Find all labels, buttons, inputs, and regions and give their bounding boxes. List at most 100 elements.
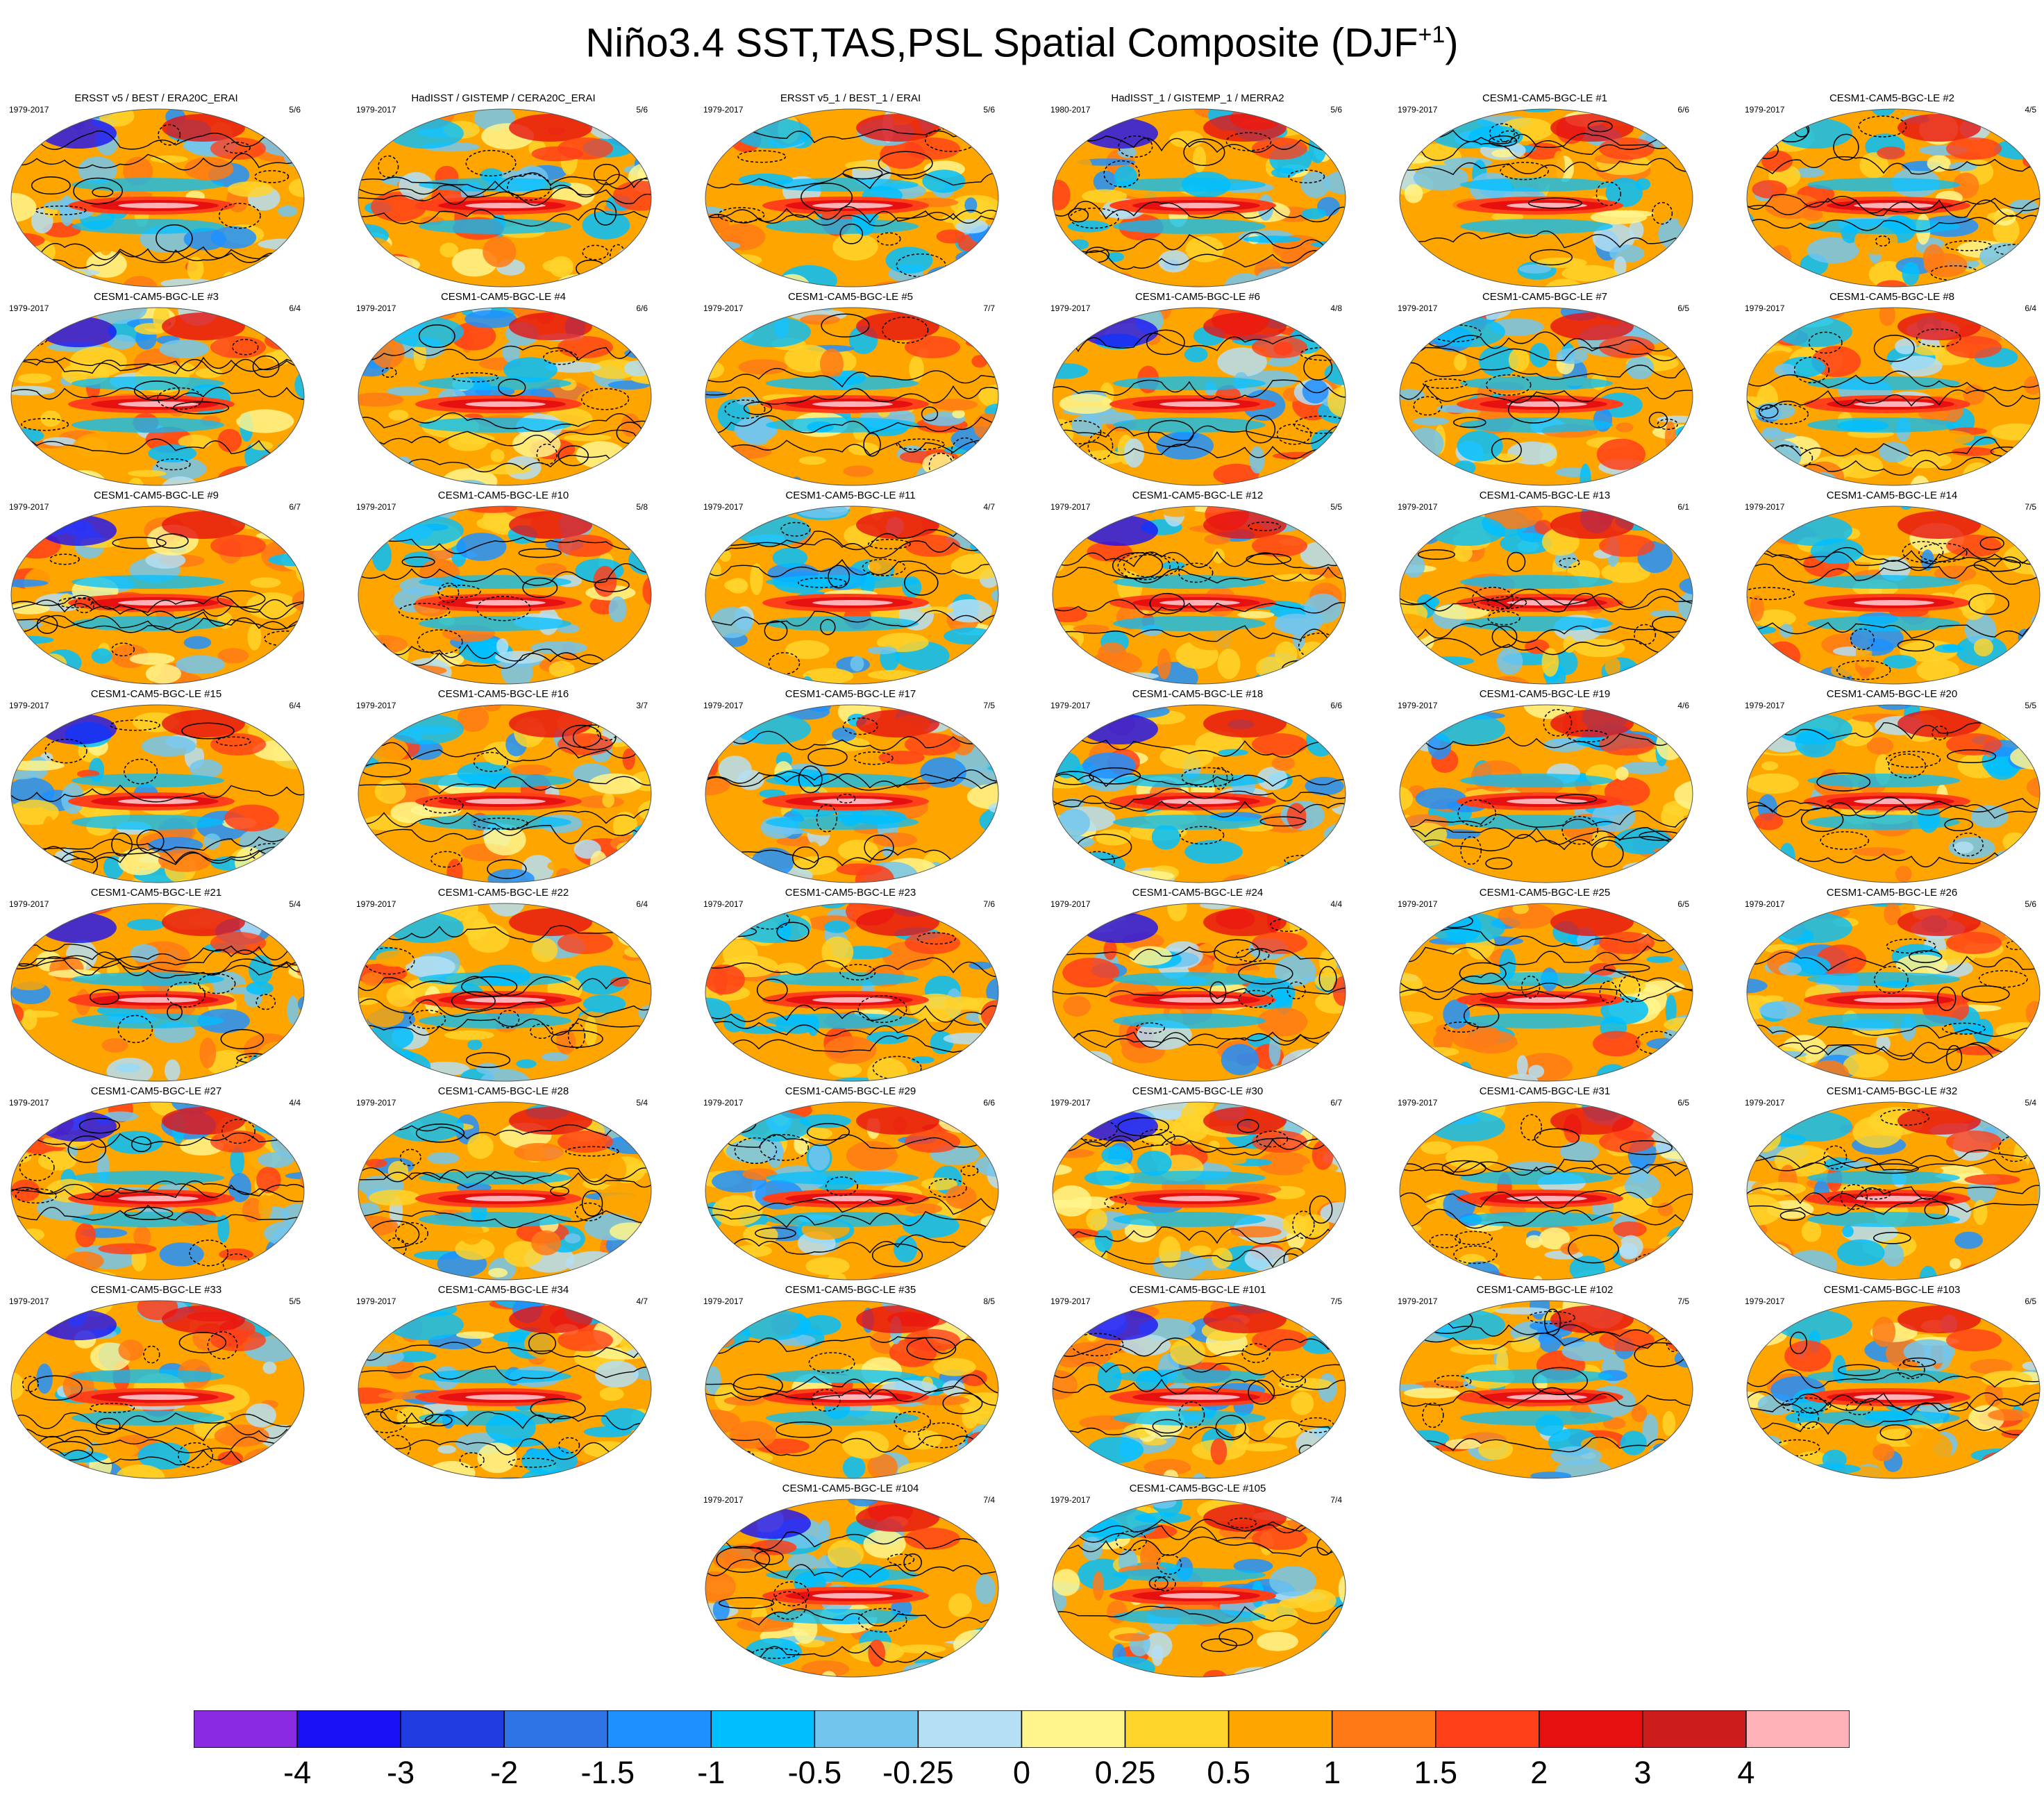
composite-map (1398, 1299, 1695, 1480)
panel-years: 1979-2017 (1745, 104, 1784, 115)
colorbar-swatch (504, 1710, 608, 1748)
composite-map (9, 107, 306, 289)
panel-years: 1979-2017 (1398, 1296, 1437, 1307)
panel-years: 1979-2017 (356, 1296, 396, 1307)
panel-event-count: 5/6 (2025, 899, 2036, 910)
panel-event-count: 8/5 (983, 1296, 995, 1307)
panel-event-count: 6/5 (1677, 1097, 1689, 1108)
panel-years: 1979-2017 (9, 899, 49, 910)
composite-map (1050, 504, 1348, 686)
colorbar (194, 1710, 1850, 1748)
panel-years: 1980-2017 (1050, 104, 1090, 115)
panel-years: 1979-2017 (1745, 1296, 1784, 1307)
panel-title: CESM1-CAM5-BGC-LE #29 (698, 1085, 1003, 1099)
panel-title: CESM1-CAM5-BGC-LE #23 (698, 886, 1003, 900)
panel-years: 1979-2017 (1745, 303, 1784, 314)
composite-map (703, 901, 1000, 1083)
panel-title: CESM1-CAM5-BGC-LE #26 (1739, 886, 2044, 900)
panel-title: ERSST v5_1 / BEST_1 / ERAI (698, 92, 1003, 106)
composite-map (1398, 901, 1695, 1083)
panel-title: HadISST_1 / GISTEMP_1 / MERRA2 (1045, 92, 1350, 106)
composite-map (1745, 703, 2042, 885)
panel-event-count: 5/6 (636, 104, 648, 115)
panel-years: 1979-2017 (9, 1097, 49, 1108)
panel-event-count: 6/5 (1677, 899, 1689, 910)
panel-title: CESM1-CAM5-BGC-LE #25 (1392, 886, 1698, 900)
panel-event-count: 6/1 (1677, 501, 1689, 512)
panel-event-count: 5/5 (289, 1296, 301, 1307)
composite-map (703, 1497, 1000, 1679)
panel-title: CESM1-CAM5-BGC-LE #102 (1392, 1283, 1698, 1297)
panel-title: CESM1-CAM5-BGC-LE #11 (698, 489, 1003, 503)
figure-title: Niño3.4 SST,TAS,PSL Spatial Composite (D… (0, 6, 2044, 72)
composite-map (356, 107, 653, 289)
panel-event-count: 5/8 (636, 501, 648, 512)
panel-years: 1979-2017 (703, 1494, 743, 1505)
composite-map (9, 1299, 306, 1480)
panel-title: CESM1-CAM5-BGC-LE #33 (3, 1283, 309, 1297)
title-superscript: +1 (1418, 22, 1446, 48)
composite-map (356, 306, 653, 487)
panel-title: CESM1-CAM5-BGC-LE #5 (698, 290, 1003, 304)
composite-map (9, 703, 306, 885)
panel-title: CESM1-CAM5-BGC-LE #21 (3, 886, 309, 900)
panel-title: CESM1-CAM5-BGC-LE #32 (1739, 1085, 2044, 1099)
panel-title: CESM1-CAM5-BGC-LE #103 (1739, 1283, 2044, 1297)
colorbar-swatch (1643, 1710, 1746, 1748)
colorbar-swatch (814, 1710, 918, 1748)
colorbar-tick-label: -3 (387, 1753, 414, 1792)
panel-years: 1979-2017 (703, 700, 743, 711)
panel-years: 1979-2017 (703, 1097, 743, 1108)
composite-map (1050, 107, 1348, 289)
panel-years: 1979-2017 (356, 1097, 396, 1108)
panel-years: 1979-2017 (703, 303, 743, 314)
panel-title: CESM1-CAM5-BGC-LE #9 (3, 489, 309, 503)
composite-map (703, 306, 1000, 487)
panel-years: 1979-2017 (703, 1296, 743, 1307)
panel-title: CESM1-CAM5-BGC-LE #27 (3, 1085, 309, 1099)
panel-years: 1979-2017 (356, 303, 396, 314)
panel-event-count: 6/5 (1677, 303, 1689, 314)
title-main: Niño3.4 SST,TAS,PSL Spatial Composite (D… (585, 20, 1418, 65)
panel-years: 1979-2017 (356, 700, 396, 711)
panel-event-count: 5/6 (983, 104, 995, 115)
composite-map (1745, 504, 2042, 686)
panel-event-count: 7/6 (983, 899, 995, 910)
panel-years: 1979-2017 (1050, 303, 1090, 314)
panel-years: 1979-2017 (703, 501, 743, 512)
composite-map (1398, 504, 1695, 686)
colorbar-tick-label: 0.25 (1095, 1753, 1156, 1792)
composite-map (1745, 1100, 2042, 1282)
panel-title: CESM1-CAM5-BGC-LE #17 (698, 687, 1003, 701)
panel-years: 1979-2017 (1398, 303, 1437, 314)
colorbar-swatch (608, 1710, 711, 1748)
composite-map (9, 504, 306, 686)
panel-years: 1979-2017 (1398, 1097, 1437, 1108)
panel-years: 1979-2017 (1050, 1296, 1090, 1307)
colorbar-tick-label: -4 (283, 1753, 311, 1792)
panel-event-count: 6/6 (983, 1097, 995, 1108)
panel-title: CESM1-CAM5-BGC-LE #31 (1392, 1085, 1698, 1099)
colorbar-tick-label: 1 (1323, 1753, 1341, 1792)
